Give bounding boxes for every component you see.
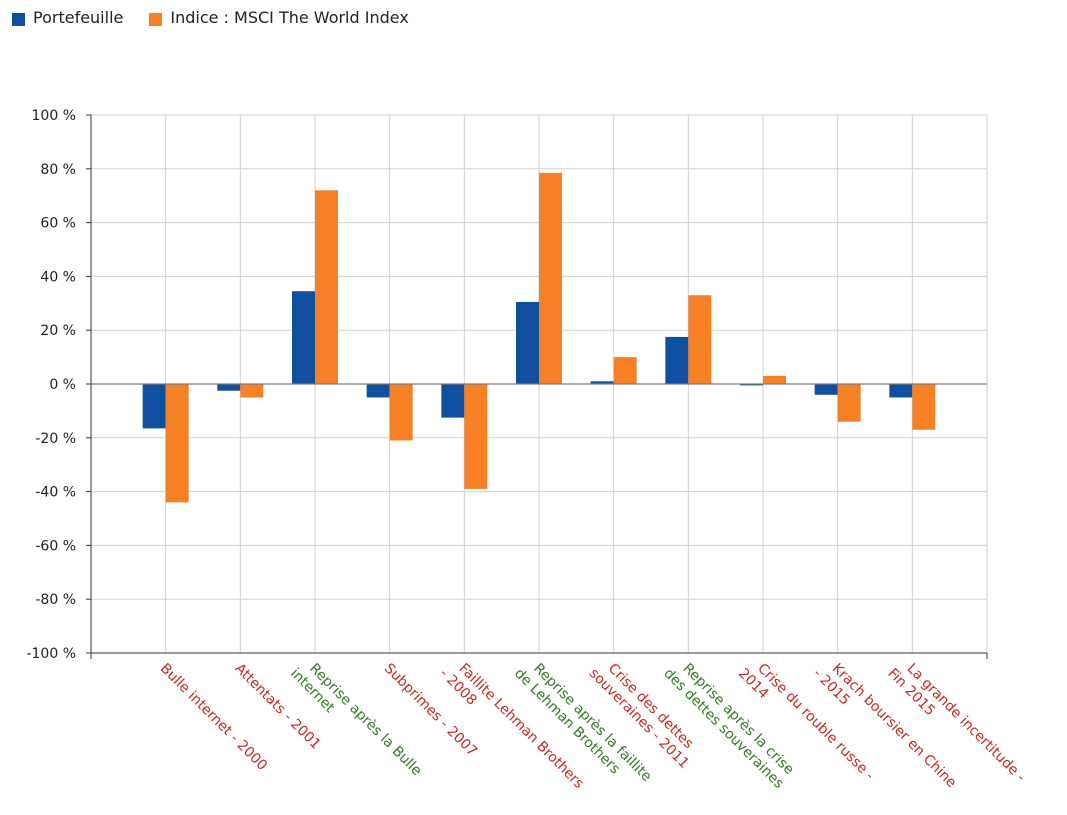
- legend-item-index: Indice : MSCI The World Index: [149, 8, 409, 27]
- bar-portefeuille: [740, 384, 763, 386]
- bar-index: [315, 190, 338, 384]
- x-category-label-line: La grande incertitude -: [904, 661, 1029, 786]
- x-category-label: Crise du rouble russe -2014: [735, 653, 877, 795]
- bar-portefeuille: [292, 291, 315, 384]
- bar-index: [912, 384, 936, 430]
- legend-item-portefeuille: Portefeuille: [12, 8, 123, 27]
- y-tick-label: 40 %: [40, 269, 76, 285]
- y-tick-label: 80 %: [40, 162, 76, 178]
- bar-index: [389, 384, 413, 441]
- y-tick-label: 20 %: [40, 323, 76, 339]
- bar-portefeuille: [889, 384, 913, 398]
- bar-index: [240, 384, 264, 398]
- y-tick-label: 100 %: [32, 108, 76, 124]
- bar-portefeuille: [142, 384, 166, 429]
- bar-index: [763, 375, 786, 384]
- bar-portefeuille: [590, 381, 614, 384]
- y-tick-label: -100 %: [26, 646, 76, 662]
- bar-index: [165, 384, 189, 503]
- legend-label-index: Indice : MSCI The World Index: [170, 8, 409, 27]
- y-tick-label: 60 %: [40, 216, 76, 232]
- bar-index: [613, 357, 637, 384]
- bar-portefeuille: [814, 384, 838, 395]
- bar-portefeuille: [665, 336, 689, 384]
- y-tick-label: -80 %: [35, 592, 76, 608]
- bar-portefeuille: [217, 384, 241, 391]
- bar-portefeuille: [441, 384, 465, 418]
- bar-index: [688, 295, 712, 384]
- bar-index: [539, 172, 562, 384]
- bar-index: [837, 384, 861, 422]
- legend-label-portefeuille: Portefeuille: [33, 8, 124, 27]
- y-tick-label: -60 %: [35, 538, 76, 554]
- bar-index: [464, 384, 488, 489]
- legend-swatch-portefeuille: [12, 12, 25, 26]
- y-tick-label: -40 %: [35, 485, 76, 501]
- bar-portefeuille: [366, 384, 390, 398]
- bar-portefeuille: [516, 301, 539, 384]
- y-tick-label: -20 %: [35, 431, 76, 447]
- y-tick-label: 0 %: [49, 377, 76, 393]
- chart-legend: Portefeuille Indice : MSCI The World Ind…: [12, 8, 409, 27]
- legend-swatch-index: [149, 12, 163, 26]
